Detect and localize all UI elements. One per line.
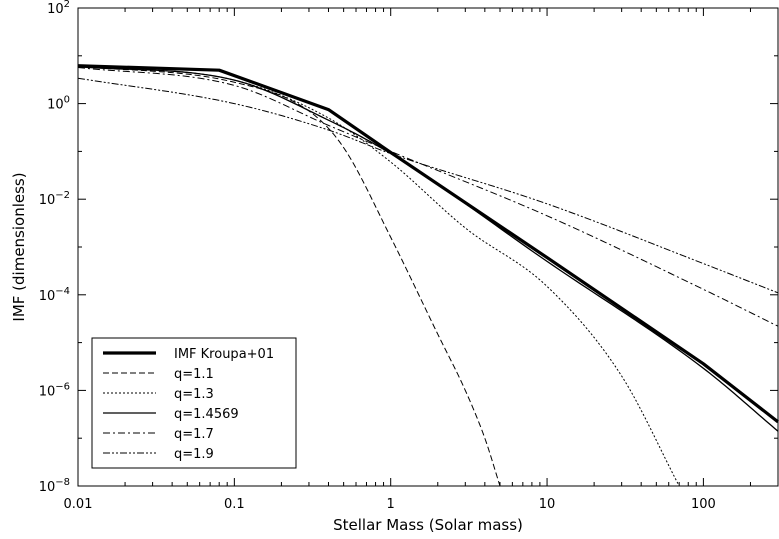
legend-box (91, 337, 297, 469)
y-tick-label: 10−8 (39, 477, 70, 495)
x-tick-label: 0.01 (64, 497, 93, 512)
x-tick-label: 0.1 (224, 497, 245, 512)
y-axis-title: IMF (dimensionless) (10, 172, 28, 321)
x-tick-label: 100 (691, 497, 716, 512)
axis-ticks (77, 7, 779, 487)
series-lines (78, 64, 779, 486)
y-tick-labels: 10−8 10−6 10−4 10−2 100 102 (39, 0, 70, 495)
y-tick-label: 102 (47, 0, 70, 17)
x-tick-label: 1 (387, 497, 395, 512)
y-tick-label: 10−4 (39, 286, 70, 304)
legend-label: IMF Kroupa+01 (174, 347, 274, 362)
series-line-4 (78, 66, 779, 327)
y-tick-label: 10−2 (39, 190, 70, 208)
x-tick-label: 10 (539, 497, 556, 512)
series-line-0 (78, 64, 779, 424)
y-tick-label: 10−6 (39, 381, 70, 399)
y-tick-label: 100 (47, 95, 70, 113)
series-line-5 (78, 77, 779, 294)
legend-label: q=1.9 (174, 447, 214, 462)
x-axis-title: Stellar Mass (Solar mass) (333, 516, 523, 534)
legend-label: q=1.3 (174, 387, 214, 402)
legend-label: q=1.7 (174, 427, 214, 442)
legend: IMF Kroupa+01 q=1.1 q=1.3 q=1.4569 q=1.7 q=1.… (91, 337, 297, 469)
series-line-3 (78, 66, 779, 432)
x-tick-labels: 0.01 0.1 1 10 100 (64, 497, 716, 512)
legend-label: q=1.1 (174, 367, 214, 382)
legend-label: q=1.4569 (174, 407, 239, 422)
